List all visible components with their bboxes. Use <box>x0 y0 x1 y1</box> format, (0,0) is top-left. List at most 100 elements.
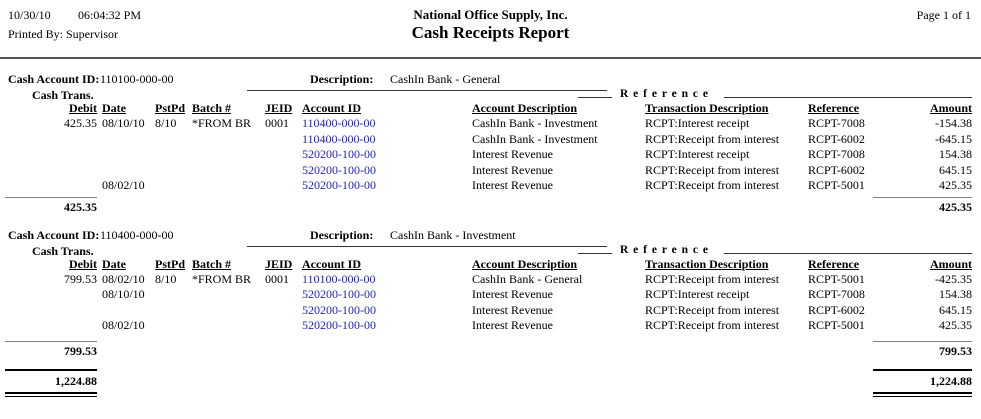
amount-cell: 645.15 <box>939 162 972 177</box>
transaction-description-cell: RCPT:Receipt from interest <box>645 178 780 192</box>
column-header-date: Date <box>102 102 126 115</box>
transaction-description-cell: RCPT:Receipt from interest <box>645 271 780 286</box>
section-header: Cash Account ID: 110400-000-00 Descripti… <box>0 228 981 243</box>
date-cell: 08/02/10 <box>102 271 145 286</box>
transaction-description-cell: RCPT:Receipt from interest <box>645 318 780 332</box>
column-header-batch: Batch # <box>192 102 231 115</box>
grand-total-double-underline-right <box>873 395 972 397</box>
date-cell: 08/02/10 <box>102 318 145 332</box>
account-id-link[interactable]: 520200-100-00 <box>302 147 376 161</box>
report-title: Cash Receipts Report <box>411 23 570 42</box>
company-name: National Office Supply, Inc. <box>413 7 568 22</box>
description-underline-rule <box>247 90 607 91</box>
reference-group-rule-right <box>724 252 972 254</box>
transaction-row: 08/02/10 520200-100-00 Interest Revenue … <box>0 318 981 334</box>
description-value: CashIn Bank - General <box>390 72 501 86</box>
column-header-debit: Debit <box>69 102 97 115</box>
amount-cell: 425.35 <box>939 318 972 332</box>
account-description-cell: Interest Revenue <box>472 287 553 301</box>
posting-period-cell <box>152 303 189 319</box>
account-id-link[interactable]: 520200-100-00 <box>302 287 376 301</box>
account-id-link[interactable]: 520200-100-00 <box>302 318 376 332</box>
reference-cell: RCPT-5001 <box>808 318 865 332</box>
date-cell <box>97 303 152 319</box>
print-date: 10/30/10 <box>8 8 51 22</box>
batch-cell <box>189 287 257 303</box>
account-id-link[interactable]: 520200-100-00 <box>302 178 376 192</box>
jeid-cell <box>257 303 296 319</box>
description-value: CashIn Bank - Investment <box>390 227 516 242</box>
debit-cell: 425.35 <box>64 116 97 130</box>
batch-cell <box>189 147 257 163</box>
date-cell <box>97 147 152 163</box>
debit-cell <box>0 132 97 148</box>
section-total-rule-left <box>5 196 97 198</box>
posting-period-cell <box>152 147 189 163</box>
cash-account-id-label: Cash Account ID: <box>8 227 100 242</box>
transaction-description-cell: RCPT:Receipt from interest <box>645 162 780 177</box>
posting-period-cell <box>152 163 189 179</box>
jeid-cell: 0001 <box>265 271 289 286</box>
amount-cell: -645.15 <box>935 131 972 146</box>
account-description-cell: Interest Revenue <box>472 147 553 161</box>
reference-group-rule-left <box>578 252 612 254</box>
reference-group-rule-right <box>724 97 972 98</box>
batch-cell <box>189 303 257 319</box>
section-total-debit: 799.53 <box>64 343 97 358</box>
batch-cell: *FROM BR <box>192 271 252 286</box>
column-header-amount: Amount <box>929 102 972 115</box>
grand-total-debit: 1,224.88 <box>55 373 97 388</box>
transaction-row: 08/02/10 520200-100-00 Interest Revenue … <box>0 178 981 194</box>
reference-group-rule-left <box>578 97 612 98</box>
grand-total-amount: 1,224.88 <box>930 373 972 388</box>
print-time: 06:04:32 PM <box>78 8 142 22</box>
amount-cell: -154.38 <box>935 116 972 130</box>
description-underline-rule <box>247 245 607 247</box>
jeid-cell <box>257 132 296 148</box>
transaction-row: 520200-100-00 Interest Revenue RCPT:Rece… <box>0 163 981 179</box>
reference-cell: RCPT-7008 <box>808 147 865 161</box>
account-id-link[interactable]: 110400-000-00 <box>302 131 376 146</box>
posting-period-cell: 8/10 <box>155 116 177 130</box>
date-cell: 08/02/10 <box>102 178 145 192</box>
grand-total-double-underline-left <box>5 395 97 397</box>
date-cell: 08/10/10 <box>102 116 145 130</box>
account-description-cell: CashIn Bank - Investment <box>472 131 598 146</box>
posting-period-cell <box>152 287 189 303</box>
grand-total-double-underline-left <box>5 391 97 394</box>
jeid-cell <box>257 318 296 334</box>
column-header-date: Date <box>102 257 126 271</box>
jeid-cell <box>257 147 296 163</box>
transaction-description-cell: RCPT:Receipt from interest <box>645 302 780 317</box>
account-id-link[interactable]: 110400-000-00 <box>302 116 376 130</box>
column-header-pstpd: PstPd <box>155 102 185 115</box>
debit-cell <box>0 303 97 319</box>
printed-by-text: Printed By: Supervisor <box>8 27 118 41</box>
reference-cell: RCPT-5001 <box>808 271 865 286</box>
transaction-row: 110400-000-00 CashIn Bank - Investment R… <box>0 132 981 148</box>
section-total-rule-right <box>873 196 972 198</box>
cash-account-section-1: Cash Account ID: 110100-000-00 Descripti… <box>0 72 981 216</box>
jeid-cell <box>257 287 296 303</box>
jeid-cell <box>257 163 296 179</box>
account-id-link[interactable]: 110100-000-00 <box>302 271 376 286</box>
account-id-link[interactable]: 520200-100-00 <box>302 302 376 317</box>
page-indicator: Page 1 of 1 <box>916 8 971 22</box>
transaction-row: 08/10/10 520200-100-00 Interest Revenue … <box>0 287 981 303</box>
section-subheader: Cash Trans. R e f e r e n c e <box>0 87 981 102</box>
column-header-transaction-description: Transaction Description <box>645 257 769 271</box>
batch-cell <box>189 132 257 148</box>
cash-trans-label: Cash Trans. <box>32 88 94 102</box>
cash-account-id-label: Cash Account ID: <box>8 72 100 86</box>
jeid-cell <box>257 178 296 194</box>
reference-group-label: R e f e r e n c e <box>620 88 709 100</box>
column-headers: Debit Date PstPd Batch # JEID Account ID… <box>0 102 981 116</box>
account-id-link[interactable]: 520200-100-00 <box>302 162 376 177</box>
column-header-pstpd: PstPd <box>155 257 185 271</box>
date-cell <box>97 163 152 179</box>
transaction-row: 799.53 08/02/10 8/10 *FROM BR 0001 11010… <box>0 272 981 288</box>
transaction-row: 425.35 08/10/10 8/10 *FROM BR 0001 11040… <box>0 116 981 132</box>
amount-cell: 154.38 <box>939 147 972 161</box>
posting-period-cell <box>152 178 189 194</box>
account-description-cell: Interest Revenue <box>472 318 553 332</box>
